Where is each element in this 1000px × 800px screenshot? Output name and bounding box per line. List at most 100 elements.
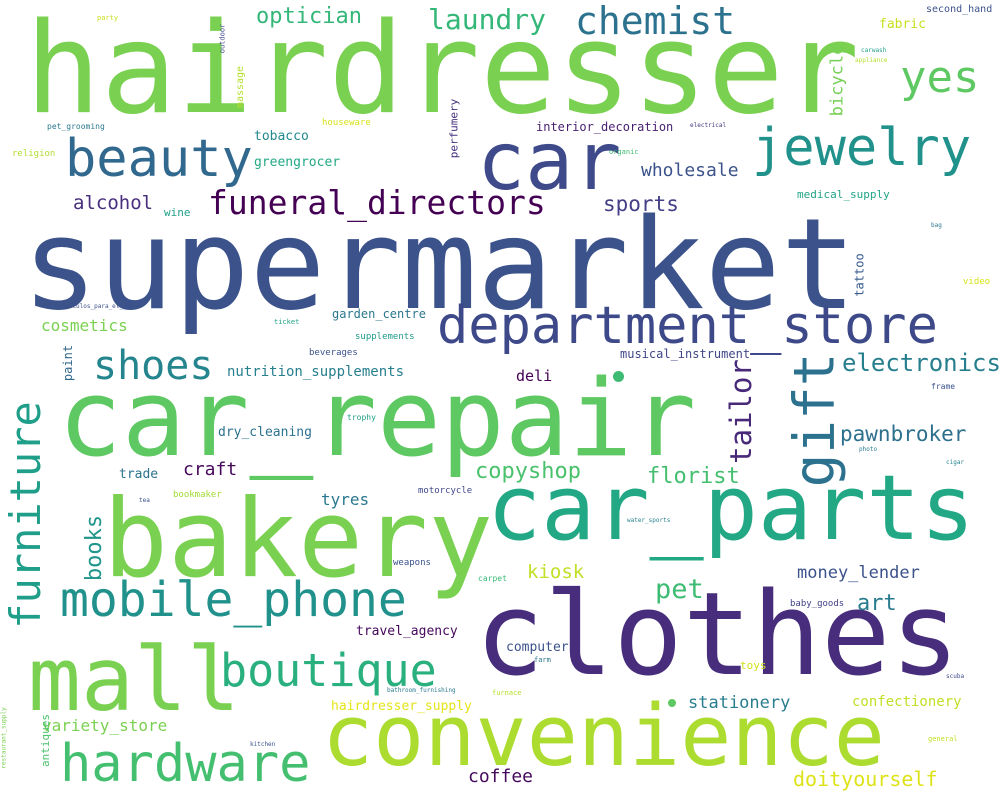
word-houseware: houseware <box>322 118 371 128</box>
word-antiques: antiques <box>38 714 52 767</box>
word-car-parts: car_parts <box>487 456 975 561</box>
word-tyres: tyres <box>321 490 370 509</box>
word-tea: tea <box>139 497 150 504</box>
word-money-lender: money_lender <box>797 563 920 583</box>
word-nutrition-supplements: nutrition_supplements <box>227 364 405 380</box>
word-variety-store: variety_store <box>42 716 168 735</box>
word-carwash: carwash <box>861 47 887 54</box>
word-general: general <box>928 735 958 743</box>
word-books: books <box>82 514 108 582</box>
word-bakery: bakery <box>103 477 494 602</box>
word-hardware: hardware <box>60 734 311 794</box>
word-florist: florist <box>647 464 740 489</box>
word-boutique: boutique <box>220 644 437 697</box>
word-travel-agency: travel_agency <box>356 624 458 639</box>
word-laundry: laundry <box>428 3 547 36</box>
word-department-store: department_store <box>437 296 938 356</box>
word-sports: sports <box>603 192 679 216</box>
word-wine: wine <box>164 206 191 219</box>
dot-teal <box>613 371 624 382</box>
word-bookmaker: bookmaker <box>173 490 222 500</box>
word-interior-decoration: interior_decoration <box>536 120 674 134</box>
word-hairdresser: hairdresser <box>25 0 860 142</box>
word-religion: religion <box>12 149 56 159</box>
word-optician: optician <box>256 4 362 29</box>
word-gift: gift <box>782 352 848 488</box>
word-pet: pet <box>655 574 704 605</box>
word-baby-goods: baby_goods <box>790 599 845 609</box>
word-pet-grooming: pet_grooming <box>47 122 105 131</box>
word-craft: craft <box>183 459 238 480</box>
word-farm: farm <box>534 656 551 664</box>
word-garden-centre: garden_centre <box>332 307 426 321</box>
word-wholesale: wholesale <box>641 160 739 181</box>
word-shoes: shoes <box>93 343 214 389</box>
word-tobacco: tobacco <box>254 129 309 144</box>
word-toys: toys <box>740 659 767 672</box>
word-trophy: trophy <box>347 413 376 422</box>
word-water-sports: water_sports <box>627 517 671 524</box>
word-massage: massage <box>235 65 247 109</box>
word-deli: deli <box>516 367 553 385</box>
word-tattoo: tattoo <box>852 253 867 297</box>
word-funeral-directors: funeral_directors <box>208 183 546 222</box>
word-electrical: electrical <box>690 122 727 129</box>
word-computer: computer <box>506 640 569 655</box>
word-convenience: convenience <box>322 687 885 786</box>
word-mall: mall <box>28 628 240 731</box>
word-car: car <box>477 115 622 208</box>
word-articulos-para-el-hogar: Articulos_para_el_hogar <box>58 303 142 310</box>
word-confectionery: confectionery <box>852 694 962 710</box>
word-copyshop: copyshop <box>475 459 581 484</box>
word-coffee: coffee <box>468 766 534 787</box>
word-furniture: furniture <box>0 401 50 629</box>
word-frame: frame <box>931 382 956 391</box>
word-trade: trade <box>119 467 159 482</box>
word-doityourself: doityourself <box>793 767 938 791</box>
word-bathroom-furnishing: bathroom_furnishing <box>387 687 456 694</box>
word-ticket: ticket <box>274 318 300 326</box>
word-dry-cleaning: dry_cleaning <box>218 425 312 440</box>
word-fabric: fabric <box>879 17 926 32</box>
dot-green <box>668 699 676 707</box>
word-organic: organic <box>609 148 639 156</box>
word-stationery: stationery <box>688 693 791 713</box>
word-cigar: cigar <box>946 459 965 466</box>
word-supermarket: supermarket <box>22 191 857 338</box>
word-alcohol: alcohol <box>73 192 154 214</box>
word-video: video <box>963 277 991 287</box>
word-outdoor: outdoor <box>218 23 227 54</box>
word-jewelry: jewelry <box>752 118 972 178</box>
word-art: art <box>857 591 897 616</box>
word-beauty: beauty <box>65 129 253 189</box>
word-perfumery: perfumery <box>447 98 461 159</box>
word-beverages: beverages <box>309 348 358 358</box>
word-mobile-phone: mobile_phone <box>60 572 407 628</box>
word-party: party <box>97 14 119 22</box>
word-electronics: electronics <box>842 349 1000 377</box>
word-car-repair: car_repair <box>58 357 697 480</box>
word-musical-instrument: musical_instrument <box>620 347 751 361</box>
word-kitchen: kitchen <box>250 741 276 748</box>
word-pawnbroker: pawnbroker <box>840 422 967 446</box>
word-medical-supply: medical_supply <box>797 188 890 201</box>
word-furnace: furnace <box>492 689 522 697</box>
word-hairdresser-supply: hairdresser_supply <box>331 699 472 714</box>
word-bicycle: bicycle <box>827 44 848 117</box>
word-scuba: scuba <box>946 673 965 680</box>
word-cosmetics: cosmetics <box>41 316 128 335</box>
word-yes: yes <box>900 52 980 103</box>
word-supplements: supplements <box>355 332 415 342</box>
word-appliance: appliance <box>855 57 888 64</box>
word-bag: bag <box>931 222 942 229</box>
word-chemist: chemist <box>575 0 736 43</box>
word-kiosk: kiosk <box>527 561 585 583</box>
word-second-hand: second_hand <box>926 4 993 15</box>
word-paint: paint <box>61 344 76 382</box>
word-tailor: tailor <box>723 359 758 464</box>
word-weapons: weapons <box>393 558 431 568</box>
word-restaurant-supply: restaurant_supply <box>0 707 8 769</box>
word-clothes: clothes <box>475 568 960 702</box>
word-carpet: carpet <box>478 574 507 583</box>
word-greengrocer: greengrocer <box>254 155 341 170</box>
